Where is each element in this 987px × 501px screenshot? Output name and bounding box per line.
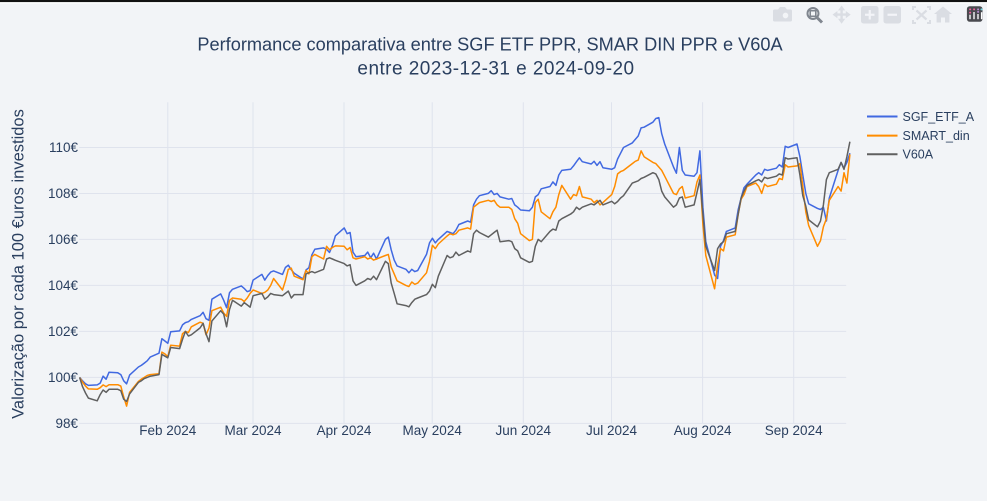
svg-text:Mar 2024: Mar 2024	[224, 423, 282, 438]
svg-text:100€: 100€	[48, 370, 79, 385]
svg-text:SGF_ETF_A: SGF_ETF_A	[903, 110, 975, 124]
svg-text:104€: 104€	[48, 278, 79, 293]
svg-text:98€: 98€	[55, 416, 78, 431]
svg-text:Feb 2024: Feb 2024	[139, 423, 197, 438]
svg-text:Apr 2024: Apr 2024	[317, 423, 372, 438]
svg-text:Valorização por cada 100 €uros: Valorização por cada 100 €uros investido…	[10, 109, 28, 419]
svg-text:Jun 2024: Jun 2024	[496, 423, 552, 438]
svg-text:Aug 2024: Aug 2024	[674, 423, 732, 438]
svg-text:Sep 2024: Sep 2024	[765, 423, 823, 438]
svg-text:SMART_din: SMART_din	[903, 129, 970, 143]
svg-text:102€: 102€	[48, 324, 79, 339]
svg-text:106€: 106€	[48, 232, 79, 247]
svg-text:entre 2023-12-31 e 2024-09-20: entre 2023-12-31 e 2024-09-20	[357, 58, 634, 79]
svg-text:110€: 110€	[49, 140, 79, 155]
svg-text:108€: 108€	[48, 186, 79, 201]
svg-text:Performance comparativa entre: Performance comparativa entre SGF ETF PP…	[197, 35, 783, 55]
svg-text:May 2024: May 2024	[403, 423, 463, 438]
svg-text:Jul 2024: Jul 2024	[586, 423, 638, 438]
svg-text:V60A: V60A	[903, 148, 934, 162]
